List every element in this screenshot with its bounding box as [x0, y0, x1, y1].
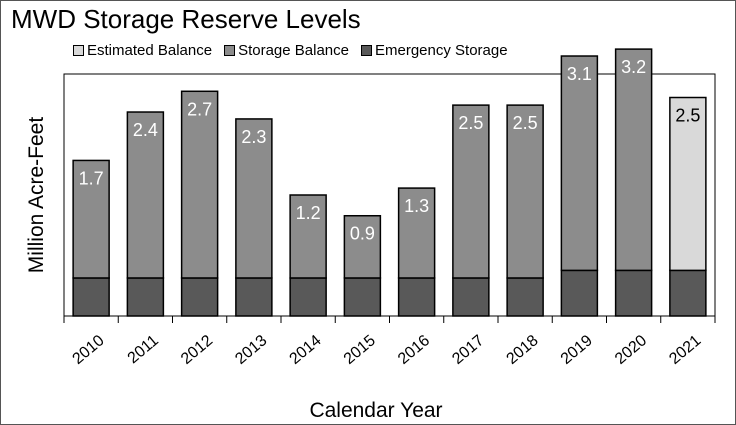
x-tick-label-2019: 2019: [558, 332, 596, 368]
data-label-2019: 3.1: [567, 64, 592, 84]
legend-swatch-storage-balance: [224, 45, 236, 56]
bar-emergency-storage-2017: [452, 277, 490, 317]
data-label-2018: 2.5: [513, 113, 538, 133]
bar-emergency-storage-2018: [506, 277, 544, 317]
legend-item-estimated-balance: Estimated Balance: [73, 42, 212, 59]
bar-storage-balance-2013: [235, 118, 273, 279]
x-tick-label-2013: 2013: [232, 332, 270, 368]
data-label-2010: 1.7: [79, 168, 104, 188]
x-tick-label-2018: 2018: [504, 332, 542, 368]
legend: Estimated Balance Storage Balance Emerge…: [73, 42, 508, 59]
data-label-2016: 1.3: [404, 196, 429, 216]
bar-storage-balance-2020: [614, 48, 653, 272]
legend-label-storage-balance: Storage Balance: [238, 42, 349, 59]
legend-swatch-emergency-storage: [361, 45, 372, 56]
data-label-2013: 2.3: [241, 127, 266, 147]
bar-emergency-storage-2013: [235, 277, 273, 317]
data-label-2014: 1.2: [296, 203, 321, 223]
bar-estimated-balance-2021: [669, 96, 707, 272]
data-labels-layer: 1.7 2.4 2.7 2.3 1.2 0.9 1.3 2.5 2.5 3.1 3.2 2.5: [79, 57, 701, 244]
bar-storage-balance-2014: [289, 194, 327, 279]
x-axis-title: Calendar Year: [309, 399, 442, 422]
bars-layer: [72, 48, 707, 317]
bar-emergency-storage-2016: [397, 277, 436, 317]
data-label-2021: 2.5: [675, 106, 700, 126]
bar-storage-balance-2019: [560, 55, 599, 272]
bar-storage-balance-2016: [397, 187, 436, 279]
bar-emergency-storage-2012: [180, 277, 219, 317]
bar-emergency-storage-2021: [669, 269, 707, 317]
legend-item-emergency-storage: Emergency Storage: [361, 42, 508, 59]
data-label-2017: 2.5: [458, 113, 483, 133]
chart-title: MWD Storage Reserve Levels: [11, 4, 361, 34]
bar-emergency-storage-2020: [614, 269, 653, 317]
legend-label-emergency-storage: Emergency Storage: [375, 42, 508, 59]
bar-emergency-storage-2014: [289, 277, 327, 317]
x-tick-label-2015: 2015: [341, 332, 379, 368]
bar-storage-balance-2012: [180, 90, 219, 279]
bar-storage-balance-2017: [452, 104, 490, 279]
x-tick-label-2011: 2011: [125, 332, 162, 367]
x-tick-label-2020: 2020: [612, 332, 650, 368]
data-label-2012: 2.7: [187, 99, 212, 119]
x-tick-label-2010: 2010: [70, 332, 108, 368]
legend-swatch-estimated-balance: [73, 45, 84, 56]
x-tick-label-2012: 2012: [178, 332, 216, 368]
data-label-2020: 3.2: [621, 57, 646, 77]
data-label-2011: 2.4: [133, 120, 158, 140]
bar-emergency-storage-2019: [560, 269, 599, 317]
bar-storage-balance-2015: [343, 214, 382, 279]
legend-item-storage-balance: Storage Balance: [224, 42, 349, 59]
data-label-2015: 0.9: [350, 224, 375, 244]
y-axis-title: Million Acre-Feet: [25, 117, 48, 274]
x-tick-label-2017: 2017: [449, 332, 487, 368]
bar-storage-balance-2018: [506, 104, 544, 279]
bar-emergency-storage-2015: [343, 277, 382, 317]
x-tick-label-2016: 2016: [395, 332, 433, 368]
bar-emergency-storage-2011: [126, 277, 165, 317]
bar-storage-balance-2010: [72, 159, 110, 279]
x-ticks-layer: 2010 2011 2012 2013 2014 2015 2016 2017 2018 2019…: [63, 316, 716, 368]
legend-label-estimated-balance: Estimated Balance: [87, 42, 213, 59]
x-tick-label-2021: 2021: [666, 332, 704, 368]
bar-storage-balance-2011: [126, 111, 165, 279]
x-tick-label-2014: 2014: [287, 332, 325, 368]
bar-emergency-storage-2010: [72, 277, 110, 317]
